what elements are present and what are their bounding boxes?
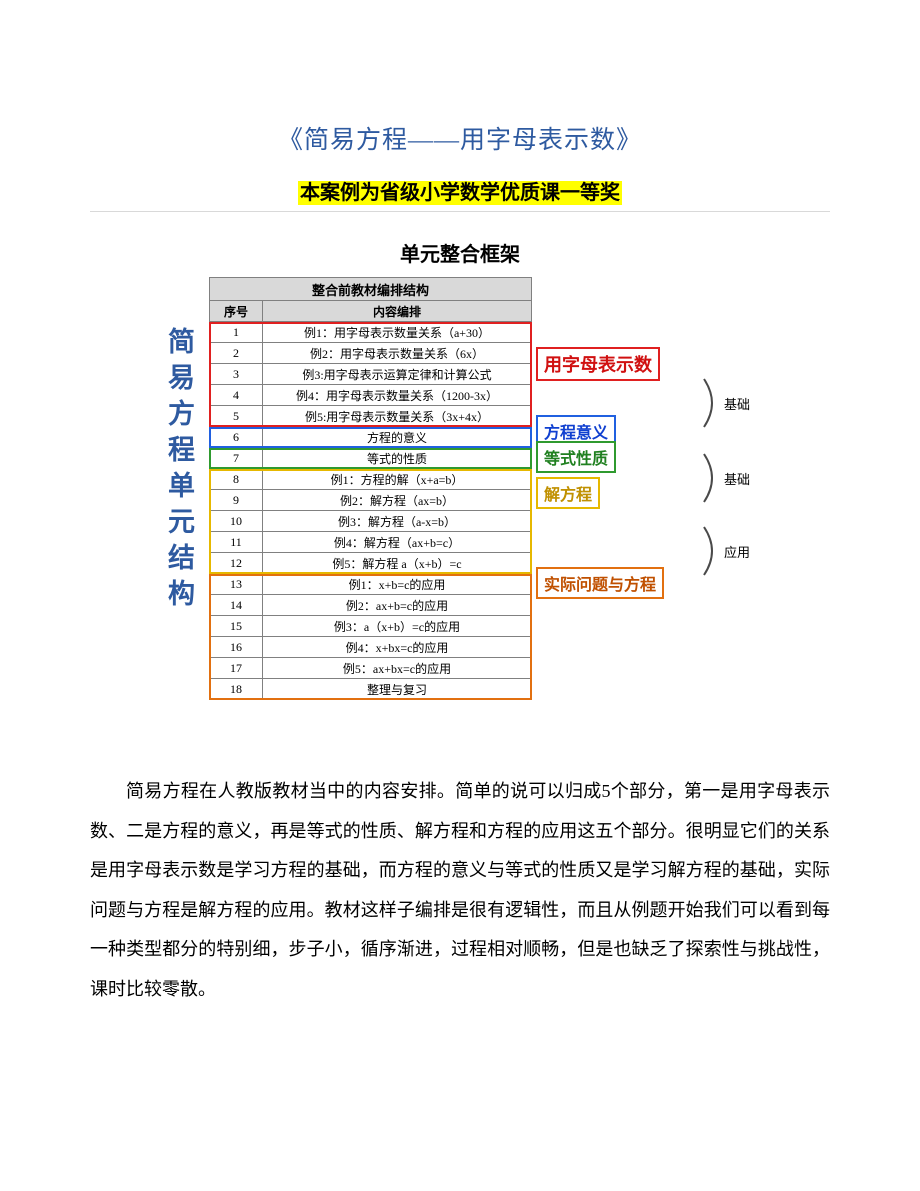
row-content: 例4：x+bx=c的应用 <box>263 637 532 658</box>
table-row: 18整理与复习 <box>210 679 532 700</box>
table-row: 9例2：解方程（ax=b） <box>210 490 532 511</box>
row-seq: 6 <box>210 427 263 448</box>
row-content: 例3：a（x+b）=c的应用 <box>263 616 532 637</box>
table-row: 15例3：a（x+b）=c的应用 <box>210 616 532 637</box>
row-seq: 13 <box>210 574 263 595</box>
row-seq: 12 <box>210 553 263 574</box>
subtitle-highlight: 本案例为省级小学数学优质课一等奖 <box>298 181 622 205</box>
side-vertical-label: 简易方程单元结构 <box>160 277 199 615</box>
table-row: 17例5：ax+bx=c的应用 <box>210 658 532 679</box>
row-seq: 14 <box>210 595 263 616</box>
brace-icon <box>700 525 724 577</box>
table-row: 4例4：用字母表示数量关系（1200-3x） <box>210 385 532 406</box>
row-content: 例4：解方程（ax+b=c） <box>263 532 532 553</box>
row-seq: 10 <box>210 511 263 532</box>
table-row: 14例2：ax+b=c的应用 <box>210 595 532 616</box>
row-content: 例2：解方程（ax=b） <box>263 490 532 511</box>
curve-label: 基础 <box>700 377 750 429</box>
page-title: 《简易方程——用字母表示数》 <box>90 120 830 156</box>
table-row: 12例5：解方程 a（x+b）=c <box>210 553 532 574</box>
table-header-merged: 整合前教材编排结构 <box>210 278 532 301</box>
row-content: 方程的意义 <box>263 427 532 448</box>
row-seq: 17 <box>210 658 263 679</box>
table-wrap: 整合前教材编排结构 序号 内容编排 1例1：用字母表示数量关系（a+30）2例2… <box>209 277 532 700</box>
table-row: 16例4：x+bx=c的应用 <box>210 637 532 658</box>
concept-tag: 实际问题与方程 <box>536 567 664 599</box>
curve-label-text: 应用 <box>724 542 750 561</box>
row-seq: 3 <box>210 364 263 385</box>
brace-icon <box>700 452 724 504</box>
table-row: 6方程的意义 <box>210 427 532 448</box>
row-content: 例5:用字母表示数量关系（3x+4x） <box>263 406 532 427</box>
curve-label-text: 基础 <box>724 394 750 413</box>
framework-title: 单元整合框架 <box>90 238 830 267</box>
row-content: 例2：用字母表示数量关系（6x） <box>263 343 532 364</box>
row-content: 整理与复习 <box>263 679 532 700</box>
row-seq: 2 <box>210 343 263 364</box>
row-seq: 9 <box>210 490 263 511</box>
body-paragraph: 简易方程在人教版教材当中的内容安排。简单的说可以归成5个部分，第一是用字母表示数… <box>90 772 830 1010</box>
divider <box>90 211 830 212</box>
table-row: 7等式的性质 <box>210 448 532 469</box>
row-content: 例3：解方程（a-x=b） <box>263 511 532 532</box>
right-tags-column: 用字母表示数方程意义等式性质解方程实际问题与方程 <box>536 277 696 707</box>
row-content: 例1：x+b=c的应用 <box>263 574 532 595</box>
curve-label: 应用 <box>700 525 750 577</box>
table-subheader-row: 序号 内容编排 <box>210 301 532 322</box>
table-row: 11例4：解方程（ax+b=c） <box>210 532 532 553</box>
curve-labels-column: 基础基础应用 <box>700 277 760 712</box>
row-content: 等式的性质 <box>263 448 532 469</box>
row-seq: 1 <box>210 322 263 343</box>
row-content: 例1：用字母表示数量关系（a+30） <box>263 322 532 343</box>
row-seq: 8 <box>210 469 263 490</box>
row-content: 例2：ax+b=c的应用 <box>263 595 532 616</box>
row-content: 例5：解方程 a（x+b）=c <box>263 553 532 574</box>
table-row: 3例3:用字母表示运算定律和计算公式 <box>210 364 532 385</box>
row-seq: 11 <box>210 532 263 553</box>
row-content: 例4：用字母表示数量关系（1200-3x） <box>263 385 532 406</box>
table-row: 13例1：x+b=c的应用 <box>210 574 532 595</box>
row-content: 例5：ax+bx=c的应用 <box>263 658 532 679</box>
row-seq: 4 <box>210 385 263 406</box>
table-row: 5例5:用字母表示数量关系（3x+4x） <box>210 406 532 427</box>
row-seq: 7 <box>210 448 263 469</box>
concept-tag: 等式性质 <box>536 441 616 473</box>
table-row: 8例1：方程的解（x+a=b） <box>210 469 532 490</box>
row-seq: 5 <box>210 406 263 427</box>
table-row: 1例1：用字母表示数量关系（a+30） <box>210 322 532 343</box>
table-row: 2例2：用字母表示数量关系（6x） <box>210 343 532 364</box>
concept-tag: 解方程 <box>536 477 600 509</box>
curve-label: 基础 <box>700 452 750 504</box>
table-header-row: 整合前教材编排结构 <box>210 278 532 301</box>
row-content: 例1：方程的解（x+a=b） <box>263 469 532 490</box>
brace-icon <box>700 377 724 429</box>
row-seq: 18 <box>210 679 263 700</box>
row-seq: 15 <box>210 616 263 637</box>
table-row: 10例3：解方程（a-x=b） <box>210 511 532 532</box>
row-content: 例3:用字母表示运算定律和计算公式 <box>263 364 532 385</box>
col-content-header: 内容编排 <box>263 301 532 322</box>
row-seq: 16 <box>210 637 263 658</box>
subtitle-row: 本案例为省级小学数学优质课一等奖 <box>90 176 830 205</box>
structure-table: 整合前教材编排结构 序号 内容编排 1例1：用字母表示数量关系（a+30）2例2… <box>209 277 532 700</box>
col-seq-header: 序号 <box>210 301 263 322</box>
curve-label-text: 基础 <box>724 469 750 488</box>
concept-tag: 用字母表示数 <box>536 347 660 381</box>
diagram-container: 简易方程单元结构 整合前教材编排结构 序号 内容编排 1例1：用字母表示数量关系… <box>90 277 830 712</box>
